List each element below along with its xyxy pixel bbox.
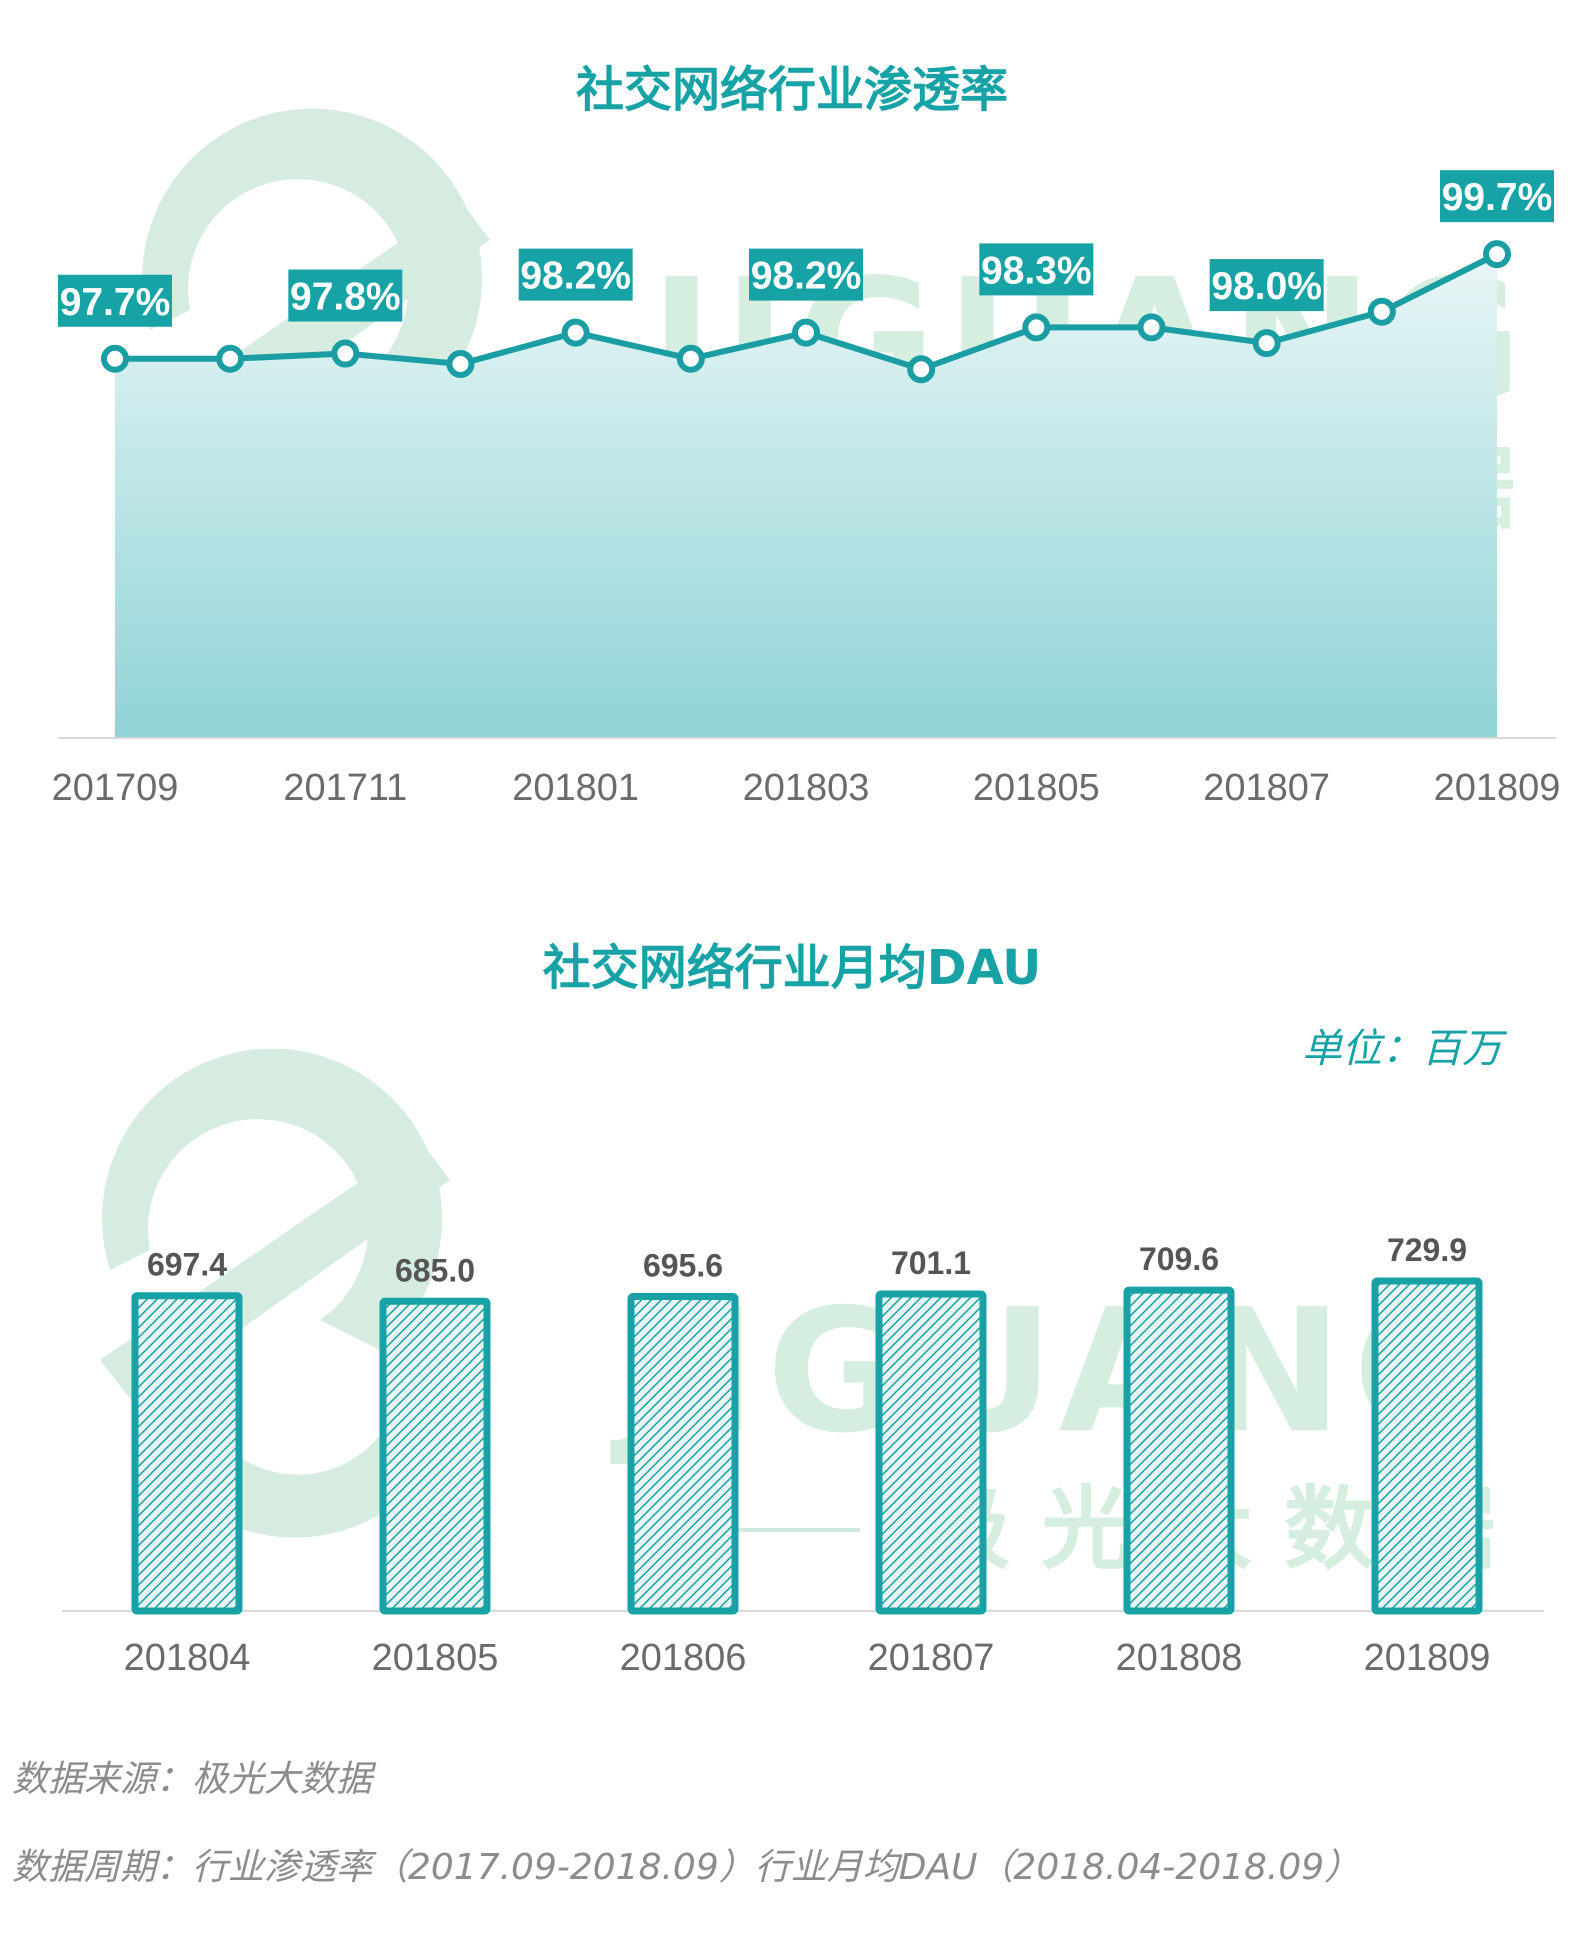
penetration-data-label: 97.8% (290, 276, 401, 319)
penetration-x-tick-label: 201711 (283, 767, 407, 809)
penetration-point (331, 339, 360, 368)
dau-x-tick-label: 201804 (124, 1637, 251, 1679)
penetration-data-label-box (1209, 259, 1324, 312)
dau-x-tick-label: 201807 (868, 1637, 995, 1679)
penetration-x-tick-label: 201803 (743, 767, 870, 809)
penetration-point (1367, 297, 1396, 326)
dau-bar (379, 1297, 491, 1615)
penetration-point (216, 344, 245, 373)
penetration-data-label-box (1440, 170, 1554, 223)
penetration-point (561, 318, 590, 347)
penetration-chart-title: 社交网络行业渗透率 (575, 62, 1008, 118)
dau-bar-value-label: 695.6 (643, 1248, 723, 1284)
dau-x-tick-label: 201805 (372, 1637, 499, 1679)
watermark-brand-bottom: JIGUANG (610, 1273, 1502, 1471)
penetration-data-label-box (749, 248, 863, 301)
dau-bar-value-label: 697.4 (147, 1247, 227, 1283)
penetration-data-label: 99.7% (1442, 176, 1553, 219)
penetration-x-tick-label: 201805 (973, 767, 1100, 809)
dau-unit-label: 单位：百万 (1302, 1026, 1502, 1072)
penetration-x-tick-label: 201807 (1203, 767, 1330, 809)
data-source-note: 数据来源：极光大数据 (12, 1759, 373, 1800)
penetration-point (101, 344, 129, 373)
penetration-x-tick-label: 201709 (52, 767, 179, 809)
dau-x-tick-label: 201808 (1116, 1637, 1243, 1679)
dau-bar-value-label: 701.1 (891, 1245, 971, 1281)
penetration-data-label: 98.3% (981, 249, 1092, 292)
penetration-data-label: 97.7% (60, 281, 171, 324)
penetration-point (1252, 329, 1281, 358)
penetration-point (907, 355, 936, 384)
penetration-point (792, 318, 820, 347)
data-period-note: 数据周期：行业渗透率（2017.09-2018.09）行业月均DAU（2018.… (12, 1847, 1361, 1888)
penetration-data-label: 98.2% (520, 255, 631, 298)
dau-bar-value-label: 709.6 (1139, 1241, 1219, 1277)
dau-bar (131, 1292, 243, 1615)
penetration-data-label-box (518, 248, 633, 301)
penetration-point (1022, 313, 1051, 342)
penetration-data-label-box (288, 269, 403, 322)
dau-bar (875, 1290, 987, 1615)
dau-bar-chart: 697.4 685.0 695.6 701.1 709.6 729.9 201804 201… (62, 1232, 1544, 1679)
dau-bar (1371, 1277, 1483, 1615)
penetration-area-chart: 97.7% 97.8% 98.2% 98.2% 98.3% 98.0% 99.7% 2017… (52, 170, 1561, 809)
penetration-point (446, 350, 475, 378)
dau-bar (627, 1293, 739, 1615)
penetration-x-tick-label: 201809 (1434, 767, 1561, 809)
penetration-data-label: 98.0% (1211, 265, 1322, 308)
penetration-x-tick-label: 201801 (512, 767, 639, 809)
dau-x-tick-label: 201806 (620, 1637, 747, 1679)
penetration-point (676, 344, 705, 373)
penetration-point (1483, 240, 1511, 269)
penetration-point (1137, 313, 1166, 342)
dau-bar (1123, 1286, 1235, 1615)
dau-bar-value-label: 685.0 (395, 1252, 475, 1288)
penetration-data-label-box (979, 243, 1094, 296)
penetration-data-label: 98.2% (751, 255, 862, 298)
penetration-data-label-box (58, 274, 172, 327)
dau-bar-value-label: 729.9 (1387, 1232, 1467, 1268)
dau-chart-title: 社交网络行业月均DAU (542, 940, 1042, 996)
dau-x-tick-label: 201809 (1364, 1637, 1491, 1679)
